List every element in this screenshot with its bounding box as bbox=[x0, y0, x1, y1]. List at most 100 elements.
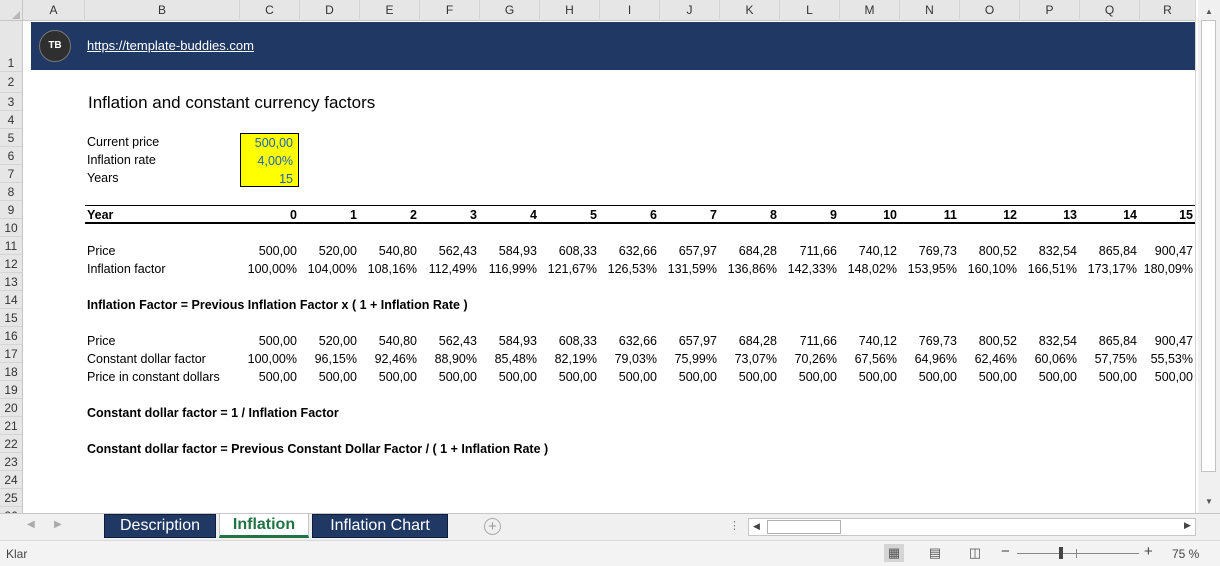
row-header[interactable]: 18 bbox=[0, 363, 22, 381]
price2-cell[interactable]: 657,97 bbox=[678, 334, 717, 348]
column-header[interactable]: K bbox=[720, 0, 780, 21]
price2-cell[interactable]: 562,43 bbox=[438, 334, 477, 348]
column-header[interactable]: O bbox=[960, 0, 1020, 21]
row-header[interactable]: 12 bbox=[0, 255, 22, 273]
row-header[interactable]: 6 bbox=[0, 147, 22, 165]
column-header[interactable]: B bbox=[85, 0, 240, 21]
column-header[interactable]: Q bbox=[1080, 0, 1140, 21]
price-cell[interactable]: 540,80 bbox=[378, 244, 417, 258]
row-header[interactable]: 4 bbox=[0, 111, 22, 129]
year-cell[interactable]: 10 bbox=[883, 208, 897, 222]
constant-factor-cell[interactable]: 55,53% bbox=[1150, 352, 1193, 366]
constant-factor-cell[interactable]: 85,48% bbox=[494, 352, 537, 366]
tab-inflation[interactable]: Inflation bbox=[219, 514, 309, 538]
select-all-corner[interactable] bbox=[0, 0, 23, 21]
inflation-formula[interactable]: Inflation Factor = Previous Inflation Fa… bbox=[87, 298, 468, 312]
constant-factor-cell[interactable]: 75,99% bbox=[674, 352, 717, 366]
year-cell[interactable]: 12 bbox=[1003, 208, 1017, 222]
column-header[interactable]: F bbox=[420, 0, 480, 21]
price2-cell[interactable]: 800,52 bbox=[978, 334, 1017, 348]
price-label[interactable]: Price bbox=[87, 244, 116, 258]
price-cell[interactable]: 865,84 bbox=[1098, 244, 1137, 258]
inflation-rate-label[interactable]: Inflation rate bbox=[87, 153, 156, 167]
current-price-input[interactable]: 500,00 bbox=[254, 136, 293, 150]
row-header[interactable]: 8 bbox=[0, 183, 22, 201]
inflation-factor-cell[interactable]: 166,51% bbox=[1027, 262, 1077, 276]
inflation-factor-cell[interactable]: 153,95% bbox=[907, 262, 957, 276]
constant-price-cell[interactable]: 500,00 bbox=[1038, 370, 1077, 384]
column-header[interactable]: C bbox=[240, 0, 300, 21]
inflation-factor-cell[interactable]: 100,00% bbox=[247, 262, 297, 276]
price-cell[interactable]: 562,43 bbox=[438, 244, 477, 258]
page-layout-view-icon[interactable]: ▤ bbox=[928, 545, 942, 560]
year-cell[interactable]: 15 bbox=[1179, 208, 1193, 222]
price2-cell[interactable]: 584,93 bbox=[498, 334, 537, 348]
price2-cell[interactable]: 711,66 bbox=[799, 334, 837, 348]
year-label[interactable]: Year bbox=[87, 208, 114, 222]
year-cell[interactable]: 0 bbox=[290, 208, 297, 222]
constant-price-cell[interactable]: 500,00 bbox=[438, 370, 477, 384]
row-header[interactable]: 21 bbox=[0, 417, 22, 435]
constant-price-cell[interactable]: 500,00 bbox=[258, 370, 297, 384]
constant-price-cell[interactable]: 500,00 bbox=[498, 370, 537, 384]
column-header[interactable]: R bbox=[1140, 0, 1196, 21]
inflation-rate-input[interactable]: 4,00% bbox=[257, 154, 293, 168]
current-price-label[interactable]: Current price bbox=[87, 135, 160, 149]
constant-price-cell[interactable]: 500,00 bbox=[1098, 370, 1137, 384]
price2-cell[interactable]: 865,84 bbox=[1098, 334, 1137, 348]
column-header[interactable]: H bbox=[540, 0, 600, 21]
constant-formula-2[interactable]: Constant dollar factor = Previous Consta… bbox=[87, 442, 549, 456]
year-cell[interactable]: 7 bbox=[710, 208, 717, 222]
year-cell[interactable]: 2 bbox=[410, 208, 417, 222]
inflation-factor-cell[interactable]: 180,09% bbox=[1143, 262, 1193, 276]
price2-cell[interactable]: 684,28 bbox=[738, 334, 777, 348]
price2-cell[interactable]: 540,80 bbox=[378, 334, 417, 348]
row-header[interactable]: 20 bbox=[0, 399, 22, 417]
sheet-title[interactable]: Inflation and constant currency factors bbox=[88, 93, 376, 112]
constant-factor-cell[interactable]: 64,96% bbox=[914, 352, 957, 366]
price2-cell[interactable]: 769,73 bbox=[918, 334, 957, 348]
column-header[interactable]: A bbox=[23, 0, 85, 21]
inflation-factor-cell[interactable]: 121,67% bbox=[547, 262, 597, 276]
column-header[interactable]: E bbox=[360, 0, 420, 21]
price2-cell[interactable]: 740,12 bbox=[858, 334, 897, 348]
page-break-view-icon[interactable]: ◫ bbox=[968, 545, 982, 560]
price-cell[interactable]: 632,66 bbox=[618, 244, 657, 258]
constant-formula-1[interactable]: Constant dollar factor = 1 / Inflation F… bbox=[87, 406, 339, 420]
row-header[interactable]: 13 bbox=[0, 273, 22, 291]
year-cell[interactable]: 5 bbox=[590, 208, 597, 222]
add-sheet-icon[interactable]: + bbox=[484, 518, 501, 535]
constant-factor-cell[interactable]: 82,19% bbox=[554, 352, 597, 366]
price-cell[interactable]: 520,00 bbox=[318, 244, 357, 258]
constant-factor-label[interactable]: Constant dollar factor bbox=[87, 352, 206, 366]
constant-price-cell[interactable]: 500,00 bbox=[858, 370, 897, 384]
year-cell[interactable]: 6 bbox=[650, 208, 657, 222]
horizontal-scroll-thumb[interactable] bbox=[767, 520, 841, 534]
scroll-left-icon[interactable]: ◀ bbox=[753, 521, 760, 531]
row-header[interactable]: 2 bbox=[0, 72, 22, 93]
inflation-factor-cell[interactable]: 112,49% bbox=[428, 262, 477, 276]
price-cell[interactable]: 584,93 bbox=[498, 244, 537, 258]
constant-factor-cell[interactable]: 70,26% bbox=[794, 352, 837, 366]
price-cell[interactable]: 800,52 bbox=[978, 244, 1017, 258]
scroll-up-icon[interactable]: ▲ bbox=[1205, 7, 1213, 16]
price2-cell[interactable]: 832,54 bbox=[1038, 334, 1077, 348]
tab-inflation-chart[interactable]: Inflation Chart bbox=[312, 514, 448, 538]
inflation-factor-label[interactable]: Inflation factor bbox=[87, 262, 166, 276]
row-header[interactable]: 10 bbox=[0, 219, 22, 237]
constant-factor-cell[interactable]: 88,90% bbox=[434, 352, 477, 366]
price2-cell[interactable]: 500,00 bbox=[258, 334, 297, 348]
input-cells[interactable]: 500,00 4,00% 15 bbox=[240, 133, 299, 187]
inflation-factor-cell[interactable]: 148,02% bbox=[847, 262, 897, 276]
constant-price-cell[interactable]: 500,00 bbox=[678, 370, 717, 384]
year-cell[interactable]: 4 bbox=[530, 208, 537, 222]
price2-cell[interactable]: 632,66 bbox=[618, 334, 657, 348]
constant-price-cell[interactable]: 500,00 bbox=[378, 370, 417, 384]
zoom-slider-track[interactable] bbox=[1017, 553, 1139, 554]
inflation-factor-cell[interactable]: 126,53% bbox=[607, 262, 657, 276]
price-cell[interactable]: 900,47 bbox=[1154, 244, 1193, 258]
row-header[interactable]: 22 bbox=[0, 435, 22, 453]
price2-label[interactable]: Price bbox=[87, 334, 116, 348]
constant-factor-cell[interactable]: 57,75% bbox=[1094, 352, 1137, 366]
price-cell[interactable]: 657,97 bbox=[678, 244, 717, 258]
